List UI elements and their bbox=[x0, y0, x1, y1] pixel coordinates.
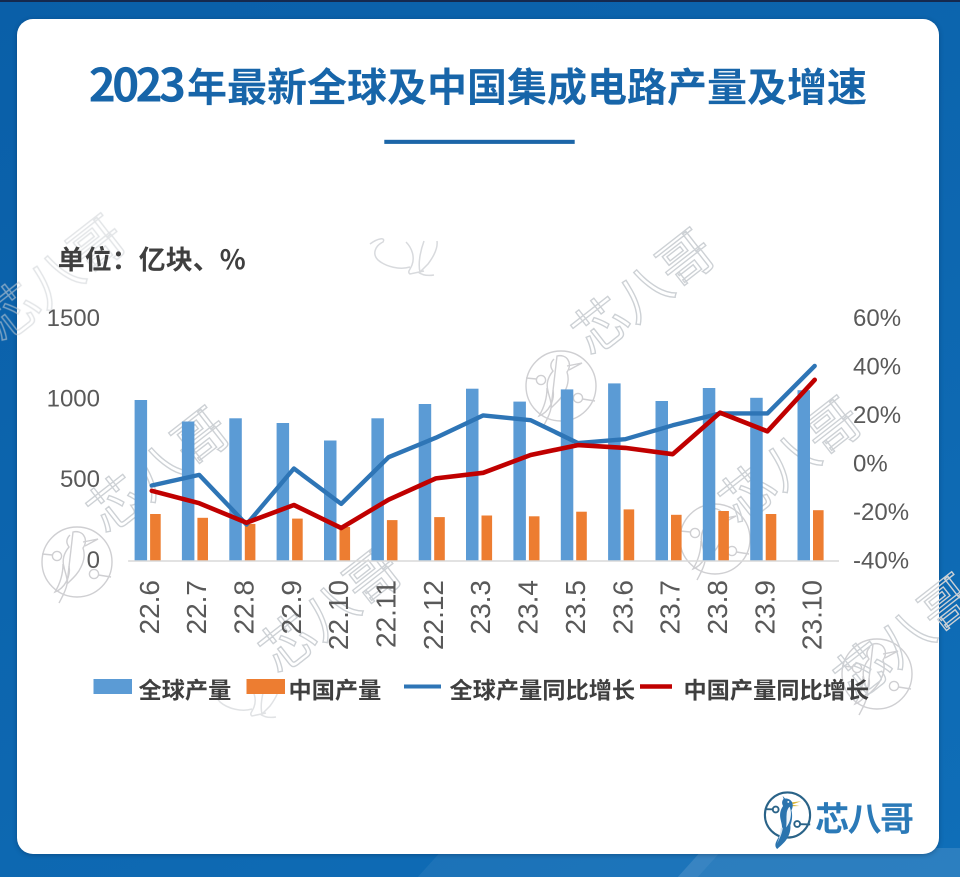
svg-text:23.5: 23.5 bbox=[560, 580, 591, 635]
svg-text:-20%: -20% bbox=[853, 499, 909, 526]
svg-text:22.8: 22.8 bbox=[229, 580, 260, 635]
svg-text:23.9: 23.9 bbox=[749, 580, 780, 635]
svg-text:22.6: 22.6 bbox=[134, 580, 165, 635]
svg-text:22.7: 22.7 bbox=[181, 580, 212, 635]
svg-text:40%: 40% bbox=[853, 354, 901, 381]
svg-text:23.4: 23.4 bbox=[513, 580, 544, 635]
svg-text:23.8: 23.8 bbox=[702, 580, 733, 635]
svg-text:1000: 1000 bbox=[47, 386, 100, 413]
svg-text:22.12: 22.12 bbox=[418, 580, 449, 650]
svg-text:0%: 0% bbox=[853, 451, 888, 478]
svg-text:23.10: 23.10 bbox=[797, 580, 828, 650]
svg-text:1500: 1500 bbox=[47, 305, 100, 332]
svg-text:20%: 20% bbox=[853, 402, 901, 429]
svg-text:22.10: 22.10 bbox=[323, 580, 354, 650]
svg-text:0: 0 bbox=[87, 547, 100, 574]
svg-text:23.3: 23.3 bbox=[465, 580, 496, 635]
svg-text:500: 500 bbox=[60, 466, 100, 493]
svg-text:23.7: 23.7 bbox=[655, 580, 686, 635]
svg-text:60%: 60% bbox=[853, 305, 901, 332]
svg-text:23.6: 23.6 bbox=[607, 580, 638, 635]
svg-text:22.9: 22.9 bbox=[276, 580, 307, 635]
svg-text:22.11: 22.11 bbox=[371, 580, 402, 648]
svg-text:-40%: -40% bbox=[853, 548, 909, 575]
